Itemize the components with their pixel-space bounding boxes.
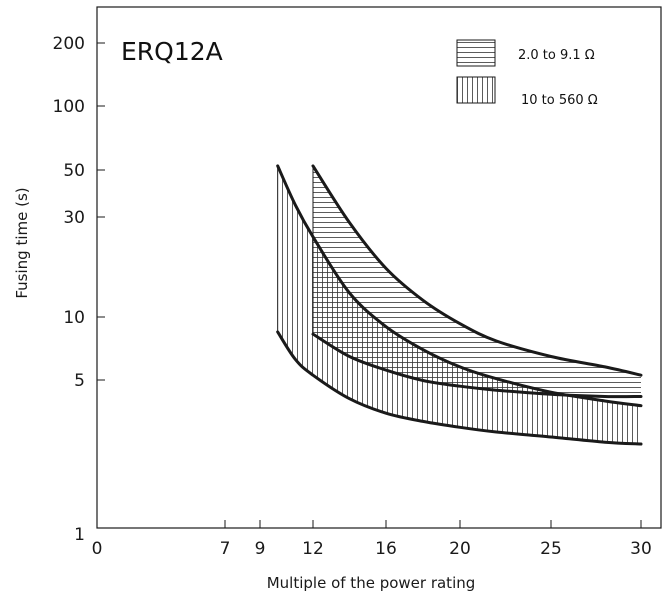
series-0-lower-curve	[311, 332, 643, 399]
region-horizontal-hatch	[313, 165, 641, 397]
y-tick-label-30: 30	[63, 208, 85, 228]
x-tick-label-25: 25	[540, 539, 562, 559]
chart-title: ERQ12A	[121, 37, 223, 66]
y-tick-label-200: 200	[53, 34, 85, 54]
x-axis-label: Multiple of the power rating	[267, 574, 476, 592]
legend: 2.0 to 9.1 Ω 10 to 560 Ω	[456, 39, 598, 108]
x-tick-label-12: 12	[302, 539, 324, 559]
y-tick-label-100: 100	[53, 97, 85, 117]
y-axis-label: Fusing time (s)	[13, 187, 31, 298]
x-tick-label-9: 9	[255, 539, 266, 559]
y-tick-label-5: 5	[74, 371, 85, 391]
series-0-upper-curve	[311, 164, 643, 377]
x-tick-label-30: 30	[630, 539, 652, 559]
plot-frame	[96, 6, 662, 529]
series-1-upper-curve	[276, 164, 643, 408]
hatched-regions	[277, 165, 641, 444]
x-tick-label-20: 20	[449, 539, 471, 559]
legend-swatch-vertical-hatch	[456, 76, 496, 104]
region-vertical-hatch	[277, 165, 641, 444]
x-axis-ticks: 0 7 9 12 16 20 25 30	[92, 520, 652, 559]
y-axis-ticks: 1 5 10 30 50 100 200	[53, 34, 105, 545]
x-tick-label-7: 7	[220, 539, 231, 559]
legend-swatch-horizontal-hatch	[456, 39, 496, 67]
x-tick-label-16: 16	[375, 539, 397, 559]
legend-label-0: 2.0 to 9.1 Ω	[518, 48, 595, 63]
legend-label-1: 10 to 560 Ω	[521, 93, 598, 108]
y-tick-label-50: 50	[63, 161, 85, 181]
y-tick-label-1: 1	[74, 525, 85, 545]
series-1-lower-curve	[276, 330, 643, 446]
y-tick-label-10: 10	[63, 308, 85, 328]
x-tick-label-0: 0	[92, 539, 103, 559]
boundary-curves	[276, 164, 643, 446]
